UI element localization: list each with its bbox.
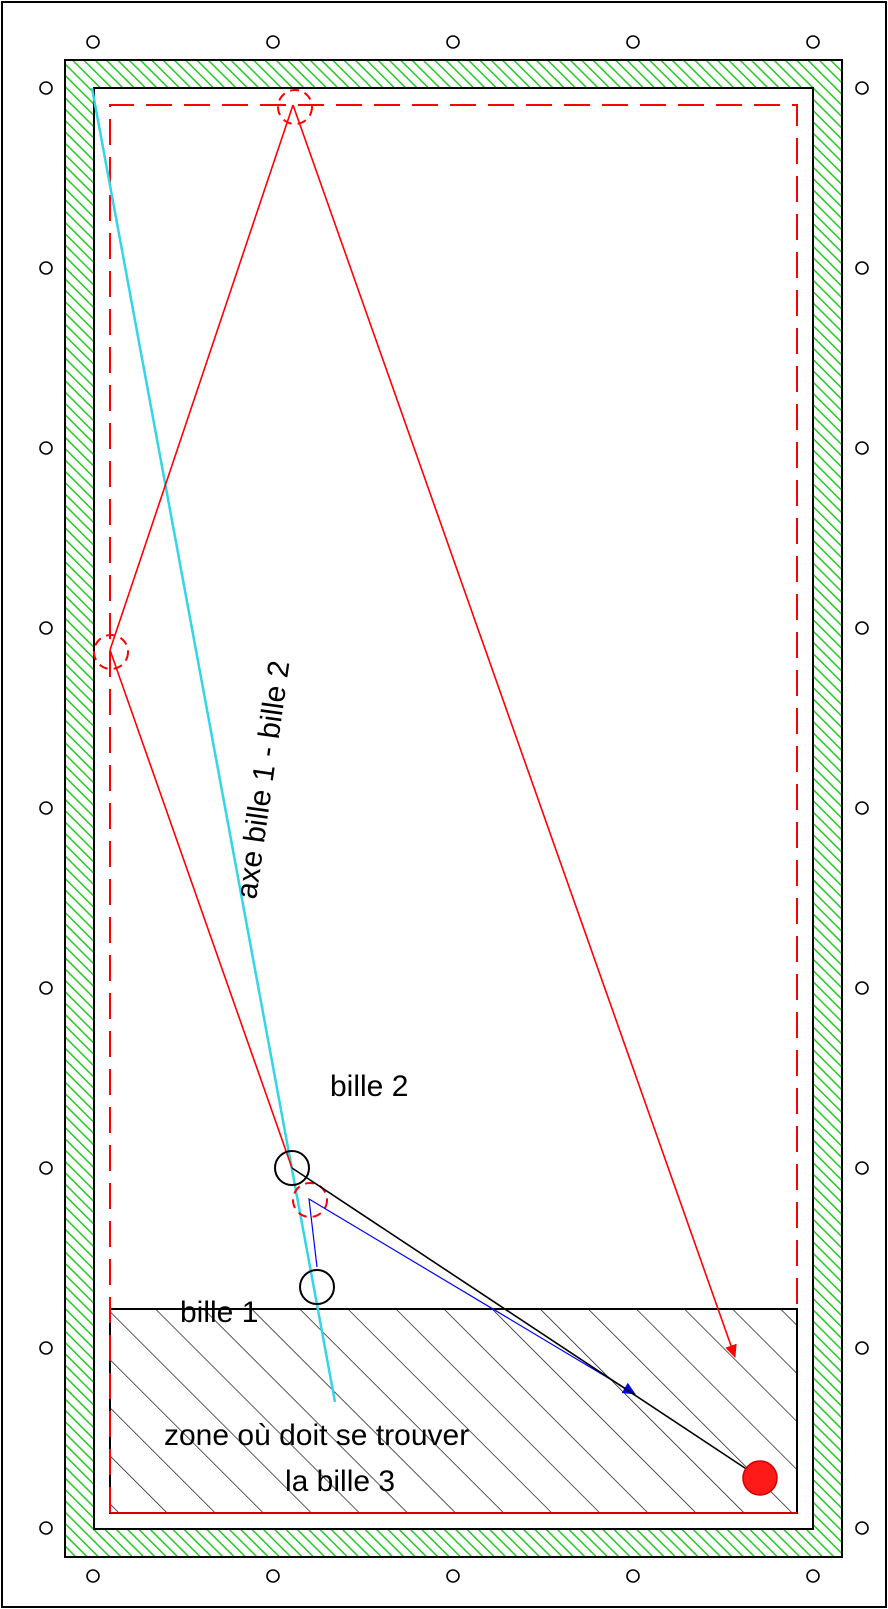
axis-line (90, 87, 337, 1403)
cue-ball-path (109, 104, 737, 1358)
zone-label-line1: zone où doit se trouver (164, 1419, 469, 1452)
object-ball-path (308, 1197, 636, 1395)
ball-3 (742, 1460, 778, 1496)
ball-1 (299, 1269, 335, 1305)
ball-2 (274, 1150, 310, 1186)
dashed-cushion-lines (109, 104, 798, 1513)
ball2-label: bille 2 (330, 1070, 408, 1103)
contact-circles (93, 89, 328, 1218)
zone-label-line2: la bille 3 (285, 1465, 395, 1498)
playing-surface (93, 87, 814, 1530)
diamond-markers (39, 35, 869, 1583)
ball1-label: bille 1 (180, 1296, 258, 1329)
ball3-path (291, 1167, 761, 1479)
target-zone (109, 1308, 798, 1514)
